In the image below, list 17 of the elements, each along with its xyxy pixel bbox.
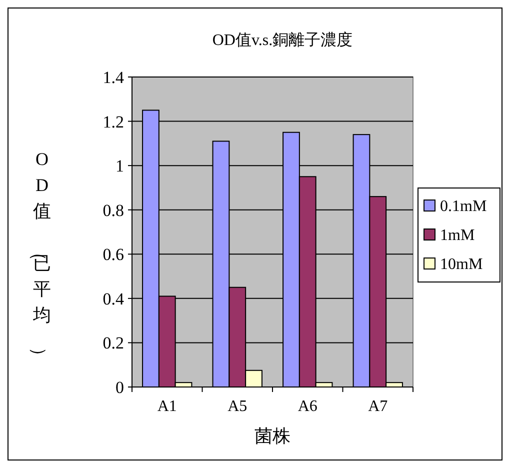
- x-tick-label: A7: [368, 398, 388, 415]
- y-tick-label: 0: [116, 378, 124, 397]
- y-tick-label: 0.8: [102, 200, 124, 220]
- chart-title: OD值v.s.銅離子濃度: [212, 31, 353, 49]
- x-tick-label: A1: [157, 398, 177, 415]
- y-tick-label: 1.2: [102, 112, 124, 132]
- y-tick-label: 0.6: [102, 245, 124, 264]
- y-tick-label: 0.4: [102, 289, 124, 308]
- y-tick-label: 1.4: [102, 68, 124, 87]
- y-tick-label: 0.2: [102, 334, 124, 353]
- legend-label: 0.1mM: [440, 198, 487, 215]
- y-tick-label: 1: [116, 156, 124, 176]
- x-tick-label: A5: [228, 398, 248, 415]
- legend-label: 1mM: [440, 227, 475, 244]
- x-axis-title: 菌株: [254, 426, 290, 446]
- x-tick-label: A6: [298, 398, 318, 415]
- legend-label: 10mM: [440, 256, 483, 273]
